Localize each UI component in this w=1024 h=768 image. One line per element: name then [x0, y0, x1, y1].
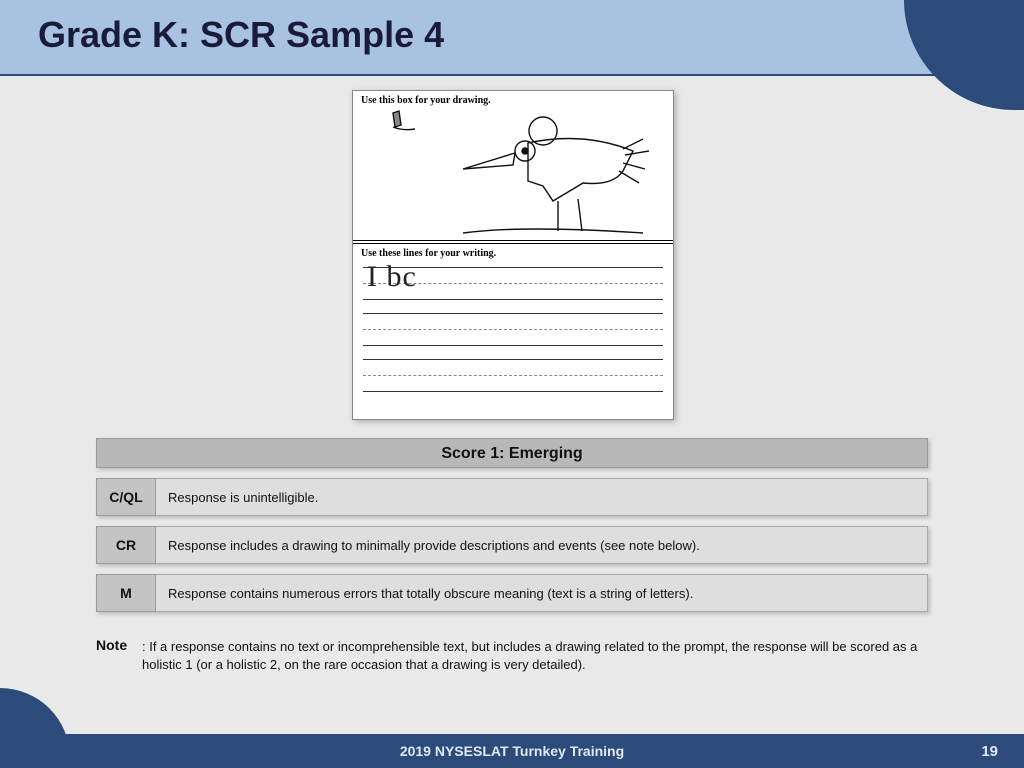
- header-curve-decor: [904, 0, 1024, 110]
- score-code: C/QL: [96, 478, 156, 516]
- student-drawing-icon: [353, 91, 675, 241]
- student-writing: I bc: [367, 260, 417, 294]
- score-code: CR: [96, 526, 156, 564]
- page-number: 19: [981, 743, 998, 760]
- slide: Grade K: SCR Sample 4 Use this box for y…: [0, 0, 1024, 768]
- drawing-area: Use this box for your drawing.: [353, 91, 673, 241]
- note: Note : If a response contains no text or…: [96, 636, 928, 674]
- writing-area: Use these lines for your writing. I bc: [353, 241, 673, 407]
- score-row: CR Response includes a drawing to minima…: [96, 526, 928, 564]
- student-sample: Use this box for your drawing.: [352, 90, 674, 420]
- score-row: C/QL Response is unintelligible.: [96, 478, 928, 516]
- score-row: M Response contains numerous errors that…: [96, 574, 928, 612]
- score-desc: Response is unintelligible.: [156, 478, 928, 516]
- score-rubric: Score 1: Emerging C/QL Response is unint…: [96, 438, 928, 612]
- score-header: Score 1: Emerging: [96, 438, 928, 468]
- note-label: Note: [96, 637, 127, 653]
- writing-lines: I bc: [353, 267, 673, 407]
- note-body: : If a response contains no text or inco…: [96, 638, 928, 674]
- slide-title: Grade K: SCR Sample 4: [38, 14, 444, 56]
- score-desc: Response contains numerous errors that t…: [156, 574, 928, 612]
- footer-text: 2019 NYSESLAT Turnkey Training: [400, 743, 624, 759]
- score-code: M: [96, 574, 156, 612]
- writing-caption: Use these lines for your writing.: [353, 243, 673, 261]
- score-desc: Response includes a drawing to minimally…: [156, 526, 928, 564]
- footer: 2019 NYSESLAT Turnkey Training 19: [0, 734, 1024, 768]
